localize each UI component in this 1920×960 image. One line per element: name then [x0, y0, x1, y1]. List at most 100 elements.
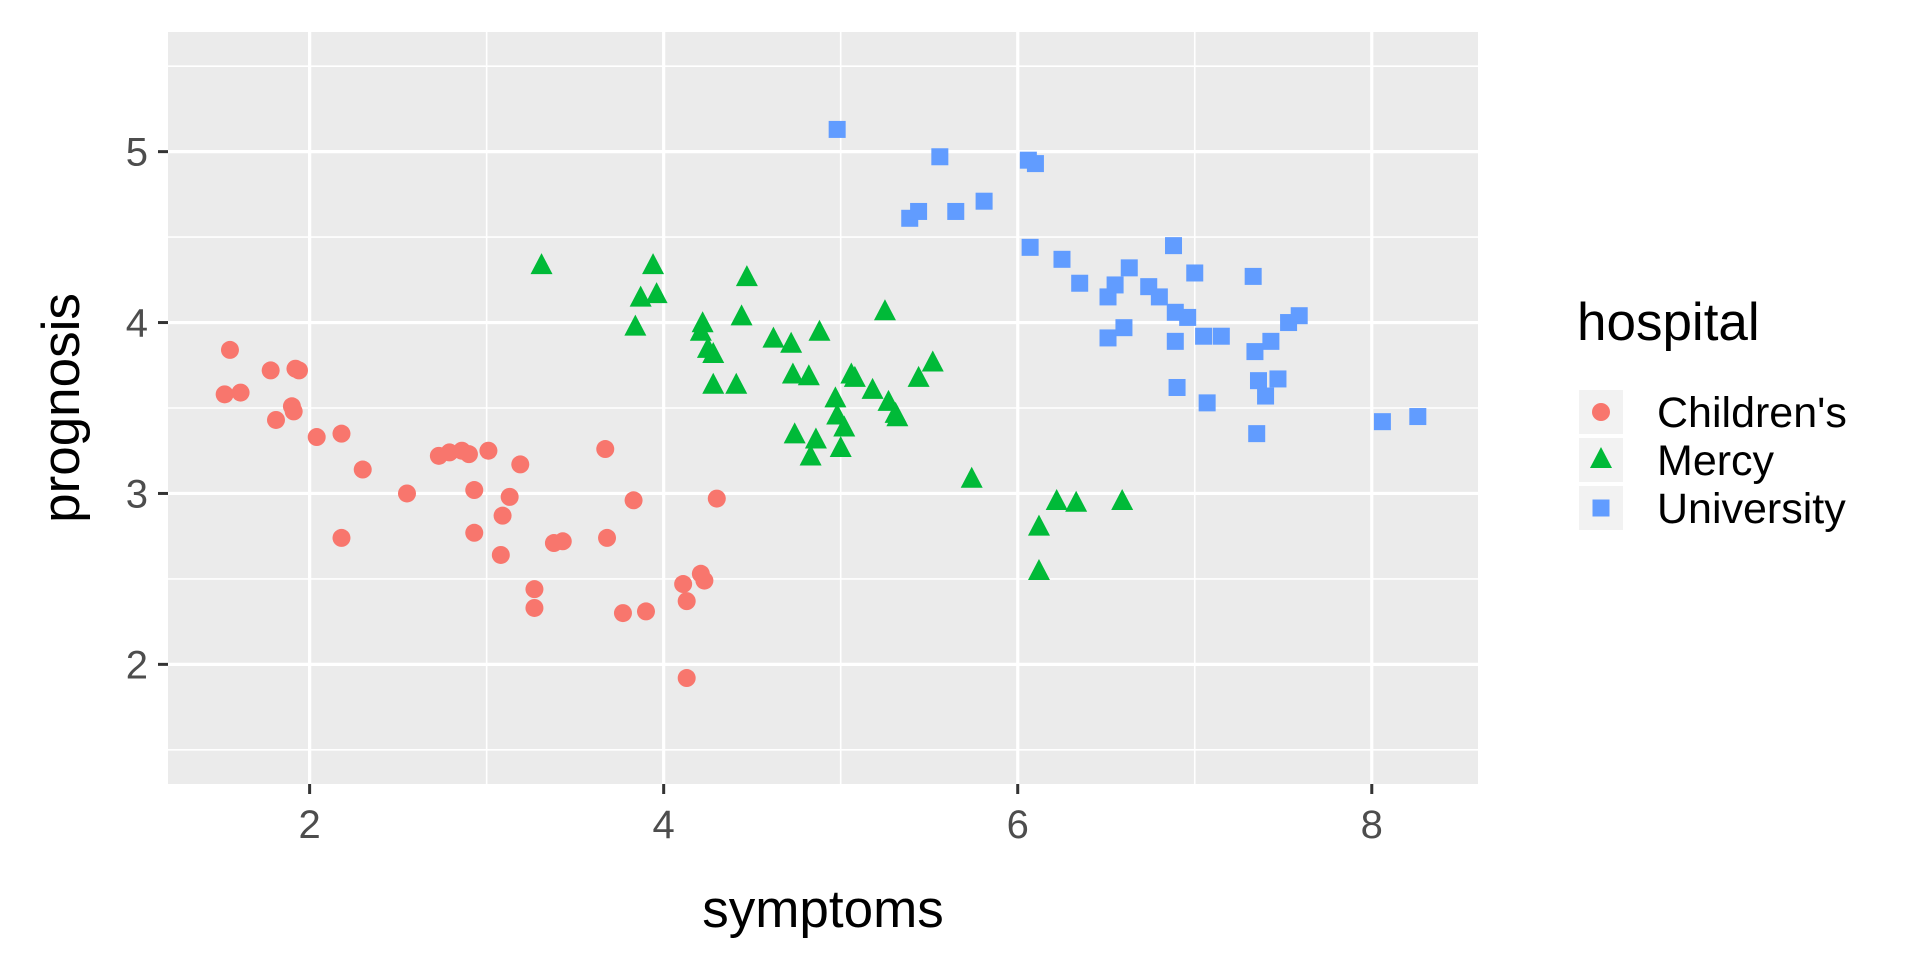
series-triangle-group [530, 253, 1134, 581]
data-point-triangle [960, 466, 983, 488]
data-point-triangle [781, 362, 804, 384]
legend-key-triangle [1590, 446, 1612, 468]
data-point-triangle [797, 364, 820, 386]
data-point-square [1115, 319, 1133, 337]
data-point-circle [677, 592, 696, 611]
data-point-triangle [1111, 488, 1134, 510]
data-point-circle [525, 598, 544, 617]
data-point-circle [598, 528, 617, 547]
data-point-square [1120, 259, 1138, 277]
data-point-triangle [829, 435, 852, 457]
data-point-triangle [886, 405, 909, 427]
data-point-square [1262, 332, 1280, 350]
data-point-triangle [824, 386, 847, 408]
data-point-triangle [725, 372, 748, 394]
data-point-triangle [1065, 490, 1088, 512]
y-tick-label: 5 [126, 131, 148, 175]
data-point-circle [465, 523, 484, 542]
data-point-triangle [645, 282, 668, 304]
data-point-circle [353, 460, 372, 479]
data-point-circle [465, 481, 484, 500]
data-point-circle [220, 340, 239, 359]
y-tick-label: 4 [126, 302, 148, 346]
data-point-triangle [624, 314, 647, 336]
data-point-circle [636, 602, 655, 621]
data-point-triangle [804, 427, 827, 449]
data-point-triangle [861, 377, 884, 399]
tick-labels: 2 4 6 8 2 3 4 5 [126, 131, 1383, 847]
y-tick-label: 3 [126, 472, 148, 516]
data-point-triangle [702, 372, 725, 394]
data-point-circle [307, 428, 326, 447]
legend-item: Children's [1579, 389, 1847, 437]
data-point-square [1212, 327, 1230, 345]
data-point-circle [332, 424, 351, 443]
data-point-circle [525, 580, 544, 599]
data-point-triangle [808, 319, 831, 341]
x-tick-label: 2 [298, 803, 320, 847]
data-point-square [1257, 387, 1275, 405]
data-point-square [1249, 372, 1267, 390]
legend-label: Children's [1657, 389, 1847, 437]
data-point-square [910, 202, 928, 220]
data-point-square [1409, 408, 1427, 426]
data-point-circle [493, 506, 512, 525]
data-point-circle [674, 575, 693, 594]
data-point-triangle [735, 265, 758, 287]
data-point-triangle [843, 365, 866, 387]
data-point-triangle [780, 331, 803, 353]
data-point-circle [231, 383, 250, 402]
data-point-square [1269, 370, 1287, 388]
data-point-square [1026, 155, 1044, 173]
data-point-square [1290, 307, 1308, 325]
data-point-triangle [642, 253, 665, 275]
data-point-triangle [1045, 488, 1068, 510]
data-point-square [1021, 238, 1039, 256]
data-point-square [1246, 343, 1264, 361]
data-point-triangle [702, 341, 725, 363]
data-point-triangle [762, 326, 785, 348]
data-points [215, 120, 1427, 688]
axis-ticks [158, 150, 1374, 794]
y-axis-title: prognosis [32, 293, 91, 523]
data-point-triangle [873, 299, 896, 321]
data-point-circle [215, 385, 234, 404]
x-tick-label: 8 [1361, 803, 1383, 847]
data-point-circle [707, 489, 726, 508]
y-tick-label: 2 [126, 643, 148, 687]
legend-label: University [1657, 485, 1846, 533]
data-point-square [1106, 276, 1124, 294]
data-point-triangle [730, 304, 753, 326]
data-point-square [1071, 274, 1089, 292]
data-point-square [975, 192, 993, 210]
data-point-square [1099, 329, 1117, 347]
x-axis-title: symptoms [702, 880, 943, 939]
major-gridlines [168, 32, 1478, 784]
data-point-circle [624, 491, 643, 510]
data-point-square [1373, 413, 1391, 431]
data-point-circle [290, 361, 308, 380]
data-point-square [1179, 308, 1197, 326]
legend-key-square [1592, 499, 1610, 517]
series-square-group [828, 120, 1427, 443]
data-point-circle [261, 361, 280, 380]
data-point-square [1165, 237, 1183, 255]
legend-label: Mercy [1657, 437, 1775, 485]
data-point-circle [266, 410, 285, 429]
data-point-circle [613, 604, 632, 623]
data-point-triangle [691, 311, 714, 333]
data-point-circle [553, 532, 572, 551]
data-point-circle [332, 528, 351, 547]
data-point-circle [491, 545, 510, 564]
data-point-circle [479, 441, 498, 460]
data-point-circle [511, 455, 530, 474]
data-point-triangle [1027, 514, 1050, 536]
data-point-triangle [1027, 559, 1050, 581]
data-point-square [1198, 394, 1216, 412]
data-point-circle [500, 487, 519, 506]
data-point-triangle [783, 422, 806, 444]
data-point-square [1053, 250, 1071, 268]
